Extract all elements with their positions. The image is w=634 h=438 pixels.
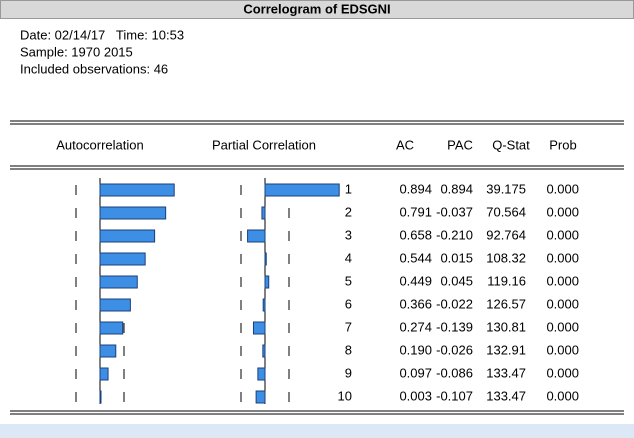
q-stat: 126.57	[486, 296, 526, 311]
column-header: PAC	[447, 137, 473, 152]
ac-value: 0.097	[399, 365, 432, 380]
lag: 1	[345, 181, 352, 196]
pac-value: -0.037	[436, 204, 473, 219]
ac-bar	[99, 275, 138, 289]
column-header: AC	[396, 137, 414, 152]
ac-bar	[99, 206, 167, 220]
lag: 9	[345, 365, 352, 380]
prob: 0.000	[546, 388, 579, 403]
ac-value: 0.791	[399, 204, 432, 219]
prob: 0.000	[546, 204, 579, 219]
prob: 0.000	[546, 319, 579, 334]
pac-bar	[247, 229, 266, 243]
prob: 0.000	[546, 227, 579, 242]
pac-bar	[264, 275, 270, 289]
ac-value: 0.449	[399, 273, 432, 288]
prob: 0.000	[546, 342, 579, 357]
lag: 8	[345, 342, 352, 357]
ac-bar	[99, 344, 117, 358]
ac-bar	[99, 298, 131, 312]
pac-value: -0.086	[436, 365, 473, 380]
q-stat: 133.47	[486, 365, 526, 380]
ac-value: 0.366	[399, 296, 432, 311]
ac-value: 0.544	[399, 250, 432, 265]
prob: 0.000	[546, 181, 579, 196]
pac-bar	[262, 344, 266, 358]
pac-bar	[252, 321, 266, 335]
ac-bar	[99, 229, 156, 243]
q-stat: 133.47	[486, 388, 526, 403]
q-stat: 92.764	[486, 227, 526, 242]
lag: 4	[345, 250, 352, 265]
pac-value: 0.015	[440, 250, 473, 265]
column-header: Autocorrelation	[56, 137, 143, 152]
pac-value: 0.045	[440, 273, 473, 288]
pac-value: 0.894	[440, 181, 473, 196]
title: Correlogram of EDSGNI	[243, 1, 390, 16]
pac-value: -0.139	[436, 319, 473, 334]
prob: 0.000	[546, 250, 579, 265]
column-header: Q-Stat	[492, 137, 530, 152]
info-line: Included observations: 46	[20, 61, 168, 76]
lag: 6	[345, 296, 352, 311]
column-header: Partial Correlation	[212, 137, 316, 152]
pac-bar	[262, 298, 266, 312]
info-line: Date: 02/14/17 Time: 10:53	[20, 27, 184, 42]
ac-bar	[99, 252, 146, 266]
prob: 0.000	[546, 296, 579, 311]
ac-value: 0.003	[399, 388, 432, 403]
pac-bar	[264, 183, 340, 197]
q-stat: 132.91	[486, 342, 526, 357]
pac-bar	[264, 252, 267, 266]
q-stat: 130.81	[486, 319, 526, 334]
pac-bar	[257, 367, 266, 381]
lag: 7	[345, 319, 352, 334]
pac-bar	[261, 206, 266, 220]
ac-bar	[99, 321, 124, 335]
q-stat: 39.175	[486, 181, 526, 196]
pac-value: -0.026	[436, 342, 473, 357]
q-stat: 70.564	[486, 204, 526, 219]
lag: 5	[345, 273, 352, 288]
pac-value: -0.022	[436, 296, 473, 311]
prob: 0.000	[546, 365, 579, 380]
lag: 10	[338, 388, 352, 403]
ac-bar	[99, 390, 102, 404]
ac-value: 0.190	[399, 342, 432, 357]
pac-value: -0.210	[436, 227, 473, 242]
pac-value: -0.107	[436, 388, 473, 403]
prob: 0.000	[546, 273, 579, 288]
ac-value: 0.274	[399, 319, 432, 334]
q-stat: 108.32	[486, 250, 526, 265]
q-stat: 119.16	[487, 273, 526, 288]
ac-value: 0.894	[399, 181, 432, 196]
ac-bar	[99, 183, 175, 197]
column-header: Prob	[549, 137, 576, 152]
ac-bar	[99, 367, 109, 381]
status-strip	[0, 424, 634, 438]
ac-value: 0.658	[399, 227, 432, 242]
pac-bar	[255, 390, 266, 404]
info-line: Sample: 1970 2015	[20, 44, 133, 59]
lag: 2	[345, 204, 352, 219]
lag: 3	[345, 227, 352, 242]
